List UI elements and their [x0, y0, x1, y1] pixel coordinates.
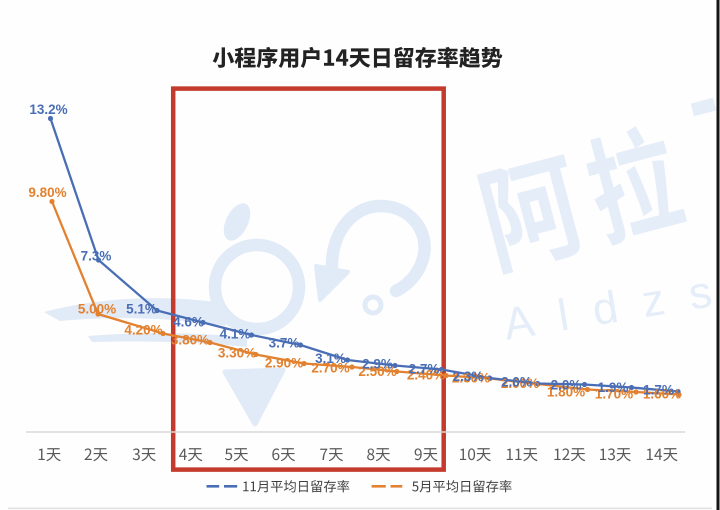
svg-text:3.30%: 3.30% — [218, 345, 256, 360]
svg-text:1.60%: 1.60% — [643, 386, 681, 401]
svg-text:1.9%: 1.9% — [598, 380, 629, 395]
svg-text:2.70%: 2.70% — [311, 360, 349, 375]
svg-text:3.1%: 3.1% — [315, 351, 346, 366]
svg-text:13.2%: 13.2% — [29, 102, 67, 117]
svg-text:4.1%: 4.1% — [220, 326, 251, 341]
svg-text:1.80%: 1.80% — [547, 384, 585, 399]
svg-text:2.7%: 2.7% — [409, 361, 440, 376]
svg-text:3.80%: 3.80% — [171, 332, 209, 347]
svg-text:1.70%: 1.70% — [595, 386, 633, 401]
svg-text:3.7%: 3.7% — [269, 335, 300, 350]
svg-text:2.50%: 2.50% — [358, 364, 396, 379]
svg-text:1.7%: 1.7% — [643, 382, 674, 397]
svg-text:5.00%: 5.00% — [78, 301, 116, 316]
svg-text:2.30%: 2.30% — [452, 371, 490, 386]
svg-text:4.20%: 4.20% — [124, 322, 162, 337]
svg-text:9.80%: 9.80% — [28, 185, 66, 200]
svg-text:7.3%: 7.3% — [81, 248, 112, 263]
svg-text:2.40%: 2.40% — [407, 367, 445, 382]
svg-text:4.6%: 4.6% — [173, 314, 204, 329]
svg-text:2.9%: 2.9% — [362, 356, 393, 371]
svg-text:2.0%: 2.0% — [551, 377, 582, 392]
svg-text:2.3%: 2.3% — [453, 369, 484, 384]
svg-text:2.90%: 2.90% — [265, 355, 303, 370]
svg-text:5.1%: 5.1% — [126, 301, 157, 316]
svg-text:2.00%: 2.00% — [501, 376, 539, 391]
svg-text:2.0%: 2.0% — [501, 374, 532, 389]
